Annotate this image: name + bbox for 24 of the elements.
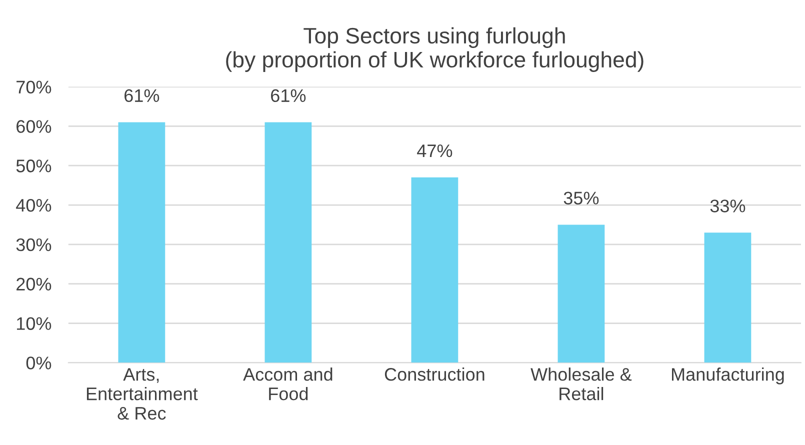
x-tick-label: Arts, Entertainment & Rec [86, 368, 198, 420]
chart-title: Top Sectors using furlough (by proportion of UK workforce furloughed) [226, 27, 644, 72]
x-tick-label: Construction [384, 368, 484, 381]
y-tick-label: 50% [16, 160, 52, 172]
y-tick-label: 0% [26, 356, 52, 370]
data-label: 35% [564, 192, 599, 204]
data-label: 33% [710, 200, 746, 212]
x-tick-label: Manufacturing [672, 368, 784, 384]
bar [118, 122, 166, 363]
y-tick-label: 70% [16, 80, 52, 94]
bar [411, 177, 458, 363]
bar [558, 224, 605, 363]
data-label: 47% [417, 144, 452, 158]
data-label: 61% [271, 89, 306, 102]
bar [704, 232, 752, 363]
x-tick-label: Accom and Food [243, 368, 332, 400]
y-tick-label: 30% [16, 238, 52, 252]
data-label: 61% [124, 89, 160, 102]
bar [264, 122, 312, 363]
y-tick-label: 20% [16, 278, 52, 291]
y-tick-label: 60% [16, 120, 52, 133]
y-tick-label: 40% [16, 198, 52, 212]
y-tick-label: 10% [17, 317, 52, 330]
x-tick-label: Wholesale & Retail [530, 368, 632, 400]
